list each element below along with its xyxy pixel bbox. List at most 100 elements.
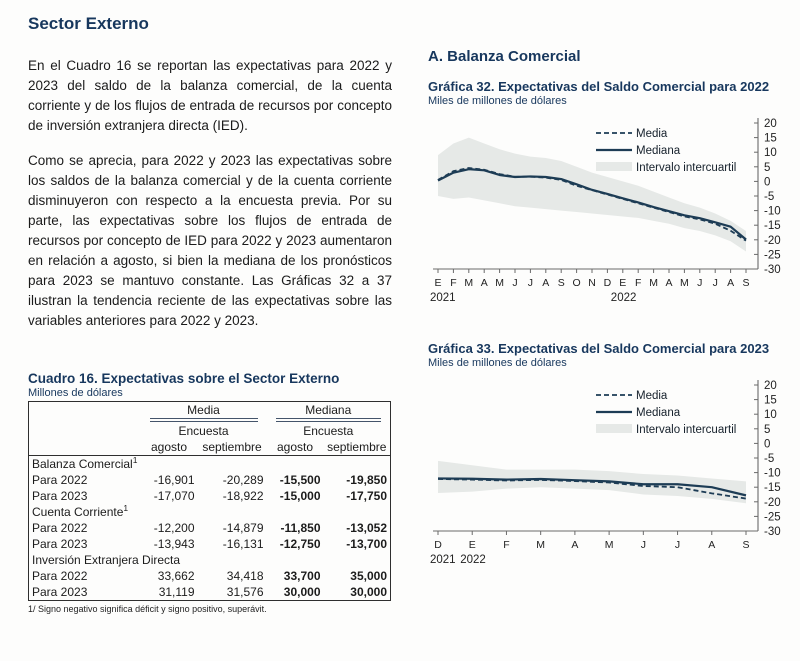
y-tick-label: -5 [764,191,774,203]
x-tick-label: A [708,539,715,551]
left-column: Sector Externo En el Cuadro 16 se report… [28,10,392,623]
table-row: Para 2022 -16,901 -20,289 -15,500 -19,85… [29,472,391,488]
page-title: Sector Externo [28,14,149,33]
row-label: Para 2022 [32,473,88,487]
cell-mediana-septiembre: -17,750 [346,489,387,503]
legend-band-swatch [596,424,632,433]
legend-label: Mediana [636,145,681,157]
paragraph-analysis: Como se aprecia, para 2022 y 2023 las ex… [28,153,392,328]
x-tick-label: A [727,277,734,289]
empty-cell [29,402,141,424]
section-row-balanza-comercial: Balanza Comercial1 [29,456,391,473]
media-line [437,167,747,242]
x-tick-label: S [742,277,749,289]
x-tick-label: F [635,277,641,289]
x-tick-label: D [604,277,612,289]
cell-mediana-agosto: -11,850 [280,521,321,535]
legend-label: Media [636,390,668,402]
x-tick-label: S [742,539,749,551]
mediana-line [437,168,747,241]
x-tick-label: F [450,277,456,289]
x-tick-label: M [464,277,473,289]
x-tick-label: A [481,277,488,289]
col-group-mediana-label: Mediana [305,403,352,417]
cell-media-agosto: -12,200 [153,521,195,535]
col-header-agosto: agosto [140,439,198,456]
table-row: Para 2022 33,662 34,418 33,700 35,000 [29,568,391,584]
mediana-line [437,477,747,497]
chart-33-units-label: Miles de millones de dólares [428,357,567,369]
section-heading-balanza-comercial: A. Balanza Comercial [428,48,581,65]
x-tick-label: E [434,277,441,289]
legend-label: Media [636,128,668,140]
empty-cell [28,439,141,456]
cell-media-agosto: -16,901 [153,473,195,487]
cell-mediana-septiembre: -13,700 [346,537,387,551]
table-row: Para 2023 -13,943 -16,131 -12,750 -13,70… [29,536,391,552]
x-tick-label: M [680,277,689,289]
cell-media-agosto: 33,662 [157,569,195,583]
y-tick-label: 5 [764,162,770,174]
footnote-marker: 1 [123,503,129,513]
interquartile-band [438,137,746,252]
col-header-septiembre: septiembre [323,439,391,456]
cell-mediana-agosto: 33,700 [283,569,321,583]
col-header-septiembre: septiembre [197,439,267,456]
encuesta-label: Encuesta [178,424,229,438]
x-tick-label: M [495,277,504,289]
chart-33-title: Gráfica 33. Expectativas del Saldo Comer… [428,341,770,356]
y-tick-label: -15 [764,482,781,494]
double-rule [149,418,258,422]
cell-mediana-septiembre: 35,000 [350,569,387,583]
x-tick-label: J [697,277,702,289]
y-tick-label: -25 [764,249,781,261]
year-label: 2021 [430,554,456,566]
cell-mediana-septiembre: -13,052 [346,521,387,535]
cell-media-septiembre: 34,418 [226,569,264,583]
x-tick-label: J [528,277,533,289]
section-label: Cuenta Corriente1 [32,503,129,519]
chart-block-grafica-33: Gráfica 33. Expectativas del Saldo Comer… [428,341,796,575]
cell-media-septiembre: -18,922 [222,489,264,503]
year-label: 2022 [611,292,637,304]
col-header-agosto: agosto [266,439,324,456]
y-tick-label: -20 [764,235,781,247]
col-group-media-label: Media [187,403,220,417]
row-label: Para 2023 [32,585,88,599]
table-encuesta-row: Encuesta Encuesta [29,423,391,439]
row-label: Para 2022 [32,569,88,583]
y-tick-label: 15 [764,395,777,407]
chart-block-grafica-32: Gráfica 32. Expectativas del Saldo Comer… [428,79,796,313]
y-tick-label: -25 [764,511,781,523]
x-tick-label: E [619,277,626,289]
y-tick-label: 15 [764,133,777,145]
section-label: Inversión Extranjera Directa [32,553,181,567]
legend-band-swatch [596,162,632,171]
x-tick-label: J [512,277,517,289]
x-tick-label: E [469,539,476,551]
x-tick-label: N [588,277,596,289]
chart-32-units-label: Miles de millones de dólares [428,95,567,107]
legend-label: Intervalo intercuartil [636,162,736,174]
y-tick-label: 20 [764,118,777,130]
y-tick-label: 5 [764,424,770,436]
y-tick-label: 10 [764,409,777,421]
y-tick-label: 0 [764,438,770,450]
legend-label: Intervalo intercuartil [636,424,736,436]
x-tick-label: M [649,277,658,289]
y-tick-label: -5 [764,453,774,465]
cell-media-septiembre: -16,131 [222,537,264,551]
x-tick-label: A [542,277,549,289]
y-tick-label: -15 [764,220,781,232]
cell-mediana-agosto: -15,500 [279,473,321,487]
encuesta-label: Encuesta [303,424,354,438]
legend-label: Mediana [636,407,681,419]
table-units-label: Millones de dólares [28,387,123,399]
row-label: Para 2022 [32,521,88,535]
row-label: Para 2023 [32,489,88,503]
col-group-media: Media [141,402,267,424]
table-title: Cuadro 16. Expectativas sobre el Sector … [28,371,340,386]
y-tick-label: 10 [764,147,777,159]
section-label: Balanza Comercial1 [32,455,138,471]
